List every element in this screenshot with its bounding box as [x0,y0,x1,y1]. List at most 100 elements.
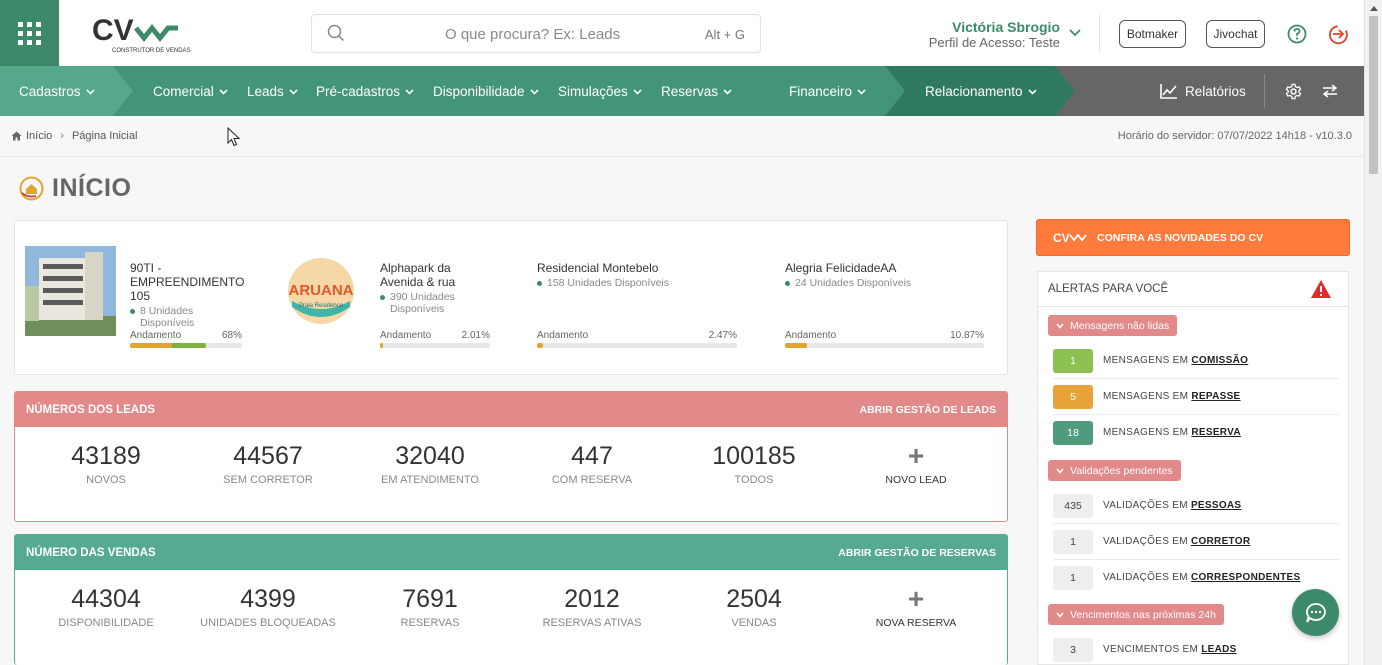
chevron-down-icon [289,88,298,95]
page-title: INÍCIO [19,174,131,203]
stat-disponibilidade[interactable]: 44304 DISPONIBILIDADE [26,584,186,629]
stat-value: 32040 [395,442,465,470]
search-shortcut: Alt + G [704,27,745,42]
plus-icon: + [907,440,925,471]
empreendimento-thumb[interactable] [25,246,116,341]
alert-link[interactable]: CORRESPONDENTES [1190,572,1301,583]
chevron-down-icon [405,88,414,95]
alerts-title: ALERTAS PARA VOCÊ [1048,283,1169,295]
alert-row[interactable]: 3 VENCIMENTOS EM LEADS [1053,632,1339,665]
nav-label: Reservas [661,83,719,99]
user-profile: Perfil de Acesso: Teste [928,35,1060,50]
alert-row[interactable]: 1 MENSAGENS EM COMISSÃO [1053,343,1339,379]
nav-label: Disponibilidade [433,83,525,99]
home-hand-icon [19,176,44,201]
alert-link[interactable]: LEADS [1201,644,1237,655]
alert-link[interactable]: CORRETOR [1190,536,1251,547]
nav-cadastros[interactable]: Cadastros [19,66,95,116]
progress-value: 10.87% [950,330,984,341]
nav-comercial[interactable]: Comercial [153,66,228,116]
alert-count: 5 [1053,385,1093,409]
chevron-down-icon[interactable] [1069,28,1081,38]
alert-count: 435 [1053,494,1093,518]
stat-com-reserva[interactable]: 447 COM RESERVA [512,441,672,486]
tag-vencimentos[interactable]: Vencimentos nas próximas 24h [1048,604,1224,625]
logout-icon[interactable] [1328,23,1350,45]
chevron-down-icon [529,88,539,95]
stat-vendas[interactable]: 2504 VENDAS [674,584,834,629]
alert-link[interactable]: PESSOAS [1190,500,1242,511]
progress-value: 2.47% [708,330,737,341]
logo[interactable]: CV CONSTRUTOR DE VENDAS [92,14,192,56]
nav-leads[interactable]: Leads [247,66,298,116]
chat-bubble-icon [1305,602,1326,623]
apps-menu-button[interactable] [0,0,59,66]
empreendimento-info[interactable]: Alphapark da Avenida & rua 390 Unidades … [380,261,495,315]
empreendimento-info[interactable]: 90TI - EMPREENDIMENTO 105 8 Unidades Dis… [130,261,245,329]
tag-validacoes[interactable]: Validações pendentes [1048,460,1181,481]
scrollbar[interactable] [1364,0,1382,665]
stat-value: 100185 [712,442,796,470]
chevron-down-icon [85,88,95,95]
empreendimento-name: Alphapark da Avenida & rua [380,261,456,289]
empreendimento-info[interactable]: Residencial Montebelo 158 Unidades Dispo… [537,261,737,289]
alert-row[interactable]: 1 VALIDAÇÕES EM CORRETOR [1053,524,1339,560]
stat-todos[interactable]: 100185 TODOS [674,441,834,486]
progress-label: Andamento [380,330,432,341]
tag-mensagens[interactable]: Mensagens não lidas [1048,315,1178,336]
chevron-down-icon [857,88,866,95]
gear-icon[interactable] [1285,83,1302,100]
scroll-up-arrow-icon[interactable] [1370,6,1378,11]
swap-icon[interactable] [1322,84,1338,98]
open-reservas-link[interactable]: ABRIR GESTÃO DE RESERVAS [838,546,996,559]
alert-link[interactable]: COMISSÃO [1191,355,1249,366]
alert-row[interactable]: 18 MENSAGENS EM RESERVA [1053,415,1339,451]
stat-unidades-bloqueadas[interactable]: 4399 UNIDADES BLOQUEADAS [188,584,348,629]
alert-text: MENSAGENS EM COMISSÃO [1103,355,1249,366]
chevron-down-icon [1027,88,1037,95]
news-button[interactable]: CV CONFIRA AS NOVIDADES DO CV [1036,219,1350,256]
jivochat-button[interactable]: Jivochat [1206,20,1265,48]
nav-disponibilidade[interactable]: Disponibilidade [433,66,539,116]
alert-row[interactable]: 1 VALIDAÇÕES EM CORRESPONDENTES [1053,560,1339,596]
nav-label: Leads [247,83,284,99]
alert-link[interactable]: REPASSE [1191,391,1241,402]
chat-button[interactable] [1292,589,1339,636]
nav-financeiro[interactable]: Financeiro [789,66,866,116]
breadcrumb-home[interactable]: Início [26,130,53,142]
nav-relacionamento[interactable]: Relacionamento [925,66,1037,116]
stat-reservas-ativas[interactable]: 2012 RESERVAS ATIVAS [512,584,672,629]
aruana-logo[interactable]: ARUANA Praia Residence [286,257,356,330]
page-title-text: INÍCIO [52,174,132,202]
nav-relatorios[interactable]: Relatórios [1160,66,1246,116]
new-reserva-button[interactable]: + NOVA RESERVA [836,584,996,630]
alert-link[interactable]: RESERVA [1191,427,1241,438]
empreendimento-units: 24 Unidades Disponíveis [785,277,985,289]
stat-sem-corretor[interactable]: 44567 SEM CORRETOR [188,441,348,486]
alert-row[interactable]: 435 VALIDAÇÕES EM PESSOAS [1053,488,1339,524]
search-box[interactable]: O que procura? Ex: Leads Alt + G [311,14,761,53]
stat-label: RESERVAS [400,617,460,629]
nav-reservas[interactable]: Reservas [661,66,732,116]
help-icon[interactable] [1287,24,1307,44]
alert-row[interactable]: 5 MENSAGENS EM REPASSE [1053,379,1339,415]
progress-value: 2.01% [461,330,490,341]
alert-text: VALIDAÇÕES EM CORRESPONDENTES [1103,572,1301,583]
chevron-down-icon [1056,467,1064,474]
top-bar: CV CONSTRUTOR DE VENDAS O que procura? E… [0,0,1364,66]
botmaker-button[interactable]: Botmaker [1119,20,1186,48]
empreendimento-info[interactable]: Alegria FelicidadeAA 24 Unidades Disponí… [785,261,985,289]
new-lead-button[interactable]: + NOVO LEAD [836,440,996,487]
nav-simulacoes[interactable]: Simulações [558,66,642,116]
leads-panel-title: NÚMEROS DOS LEADS [26,403,156,416]
stat-novos[interactable]: 43189 NOVOS [26,441,186,486]
open-leads-link[interactable]: ABRIR GESTÃO DE LEADS [859,403,996,416]
stat-em-atendimento[interactable]: 32040 EM ATENDIMENTO [350,441,510,486]
stat-label: TODOS [734,474,774,486]
scrollbar-thumb[interactable] [1369,16,1378,174]
nav-background [0,66,1075,116]
empreendimento-units: 158 Unidades Disponíveis [537,277,737,289]
progress-label: Andamento [785,330,837,341]
stat-reservas[interactable]: 7691 RESERVAS [350,584,510,629]
nav-pre-cadastros[interactable]: Pré-cadastros [316,66,414,116]
